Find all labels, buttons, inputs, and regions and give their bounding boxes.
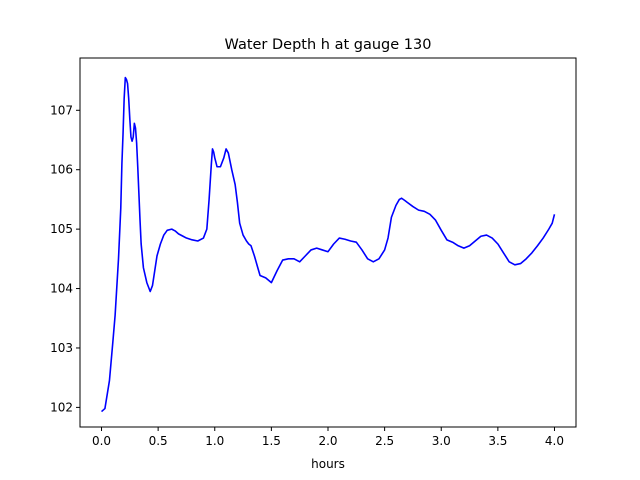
x-axis-ticks: 0.0 0.5 1.0 1.5 2.0 2.5 3.0 3.5 4.0: [92, 427, 564, 448]
series-layer: [100, 76, 556, 413]
y-tick-label: 107: [50, 103, 73, 117]
x-tick-label: 2.0: [318, 434, 337, 448]
y-tick-label: 102: [50, 400, 73, 414]
y-tick-label: 105: [50, 222, 73, 236]
y-tick-label: 106: [50, 163, 73, 177]
y-tick-label: 103: [50, 341, 73, 355]
plot-area-frame: [79, 57, 577, 428]
x-tick-label: 3.5: [488, 434, 507, 448]
x-tick-label: 3.0: [432, 434, 451, 448]
x-axis-label: hours: [311, 457, 345, 471]
y-axis-ticks: 102 103 104 105 106 107: [50, 103, 80, 414]
x-tick-label: 1.5: [262, 434, 281, 448]
x-tick-label: 0.5: [149, 434, 168, 448]
y-tick-label: 104: [50, 282, 73, 296]
x-tick-label: 2.5: [375, 434, 394, 448]
x-tick-label: 4.0: [545, 434, 564, 448]
series-line: [100, 76, 556, 413]
x-tick-label: 0.0: [92, 434, 111, 448]
chart-title: Water Depth h at gauge 130: [225, 37, 432, 53]
x-tick-label: 1.0: [205, 434, 224, 448]
